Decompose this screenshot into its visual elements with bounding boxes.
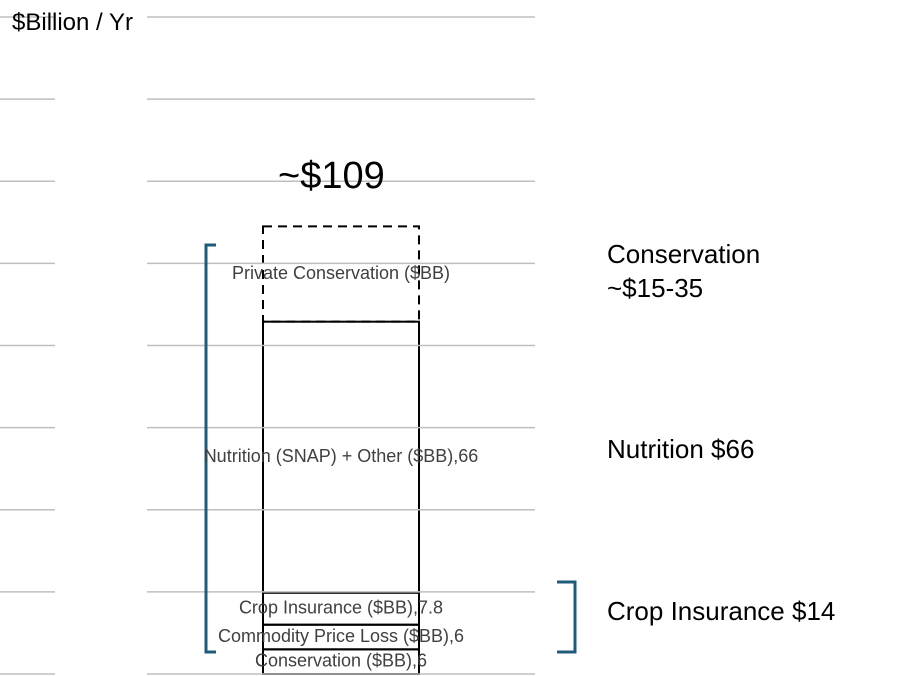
- segment-label: Commodity Price Loss ($BB),6: [218, 626, 464, 646]
- tick-bg: [80, 252, 122, 275]
- tick-bg: [80, 498, 122, 521]
- annotation: Conservation ~$15-35: [607, 239, 761, 303]
- tick-bg: [80, 170, 122, 193]
- segment-label: Conservation ($BB),6: [255, 650, 427, 670]
- tick-bg: [80, 580, 122, 603]
- tick-bg: [80, 334, 122, 357]
- tick-bg: [80, 6, 122, 28]
- tick-bg: [80, 416, 122, 439]
- bar-segment: [262, 225, 420, 323]
- segment-label: Crop Insurance ($BB),7.8: [239, 597, 443, 617]
- segment-label: Nutrition (SNAP) + Other ($BB),66: [204, 446, 479, 466]
- annotation: Crop Insurance $14: [607, 596, 836, 626]
- annotation: Nutrition $66: [607, 434, 755, 464]
- tick-bg: [80, 88, 122, 111]
- y-axis-label: $Billion / Yr: [12, 9, 133, 36]
- bracket: [204, 243, 216, 654]
- total-label: ~$109: [278, 155, 385, 197]
- segment-label: Private Conservation ($BB): [232, 263, 450, 283]
- bracket: [557, 580, 577, 654]
- tick-bg: [80, 663, 122, 676]
